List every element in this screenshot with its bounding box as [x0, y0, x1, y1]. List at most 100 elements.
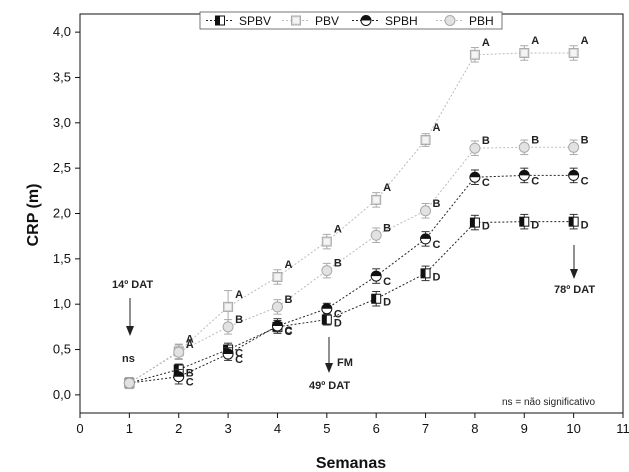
x-axis-title: Semanas [316, 455, 386, 472]
data-point [469, 171, 481, 183]
marker-circle-fill [420, 233, 431, 239]
significance-letter: D [334, 318, 342, 330]
data-point [420, 233, 432, 245]
y-tick-label: 1,0 [53, 296, 71, 311]
marker-circle-fill [568, 170, 579, 176]
marker-square-fill [421, 268, 426, 278]
data-point [469, 142, 481, 154]
marker-circle-fill [173, 371, 184, 377]
data-point [173, 371, 185, 383]
significance-letter: D [383, 297, 391, 309]
data-point [223, 301, 234, 312]
significance-letter: C [581, 175, 589, 187]
x-tick-label: 2 [175, 421, 182, 436]
marker-circle-fill [371, 271, 382, 277]
y-tick-label: 0,5 [53, 342, 71, 357]
legend-label: SPBH [385, 14, 418, 28]
data-point [420, 135, 431, 146]
significance-letter: B [482, 135, 490, 147]
marker-square-fill [225, 303, 232, 310]
x-tick-label: 4 [274, 421, 281, 436]
data-point [321, 265, 333, 277]
y-tick-label: 2,0 [53, 206, 71, 221]
marker-square-fill [471, 51, 478, 58]
data-point [420, 205, 432, 217]
y-tick-label: 4,0 [53, 24, 71, 39]
significance-letter: A [531, 35, 539, 47]
data-point [568, 169, 580, 181]
marker-square-fill [293, 17, 299, 24]
ns-note: ns = não significativo [502, 397, 596, 408]
marker-circle-fill [223, 349, 234, 355]
data-point [519, 216, 530, 227]
significance-letter: B [186, 367, 194, 379]
data-point [272, 271, 283, 282]
annotation-78-dat: 78º DAT [554, 284, 595, 296]
x-tick-label: 8 [471, 421, 478, 436]
arrow-14-dat-head [126, 326, 134, 336]
y-axis-title: CRP (m) [25, 184, 42, 247]
significance-letter: D [482, 221, 490, 233]
significance-letter: A [186, 339, 194, 351]
annotation-14-dat: 14º DAT [112, 279, 153, 291]
significance-letter: C [383, 276, 391, 288]
significance-letter: D [581, 220, 589, 232]
plot-area-frame [79, 13, 624, 414]
legend-marker [360, 15, 372, 26]
data-point [271, 301, 283, 313]
legend-marker [444, 15, 456, 26]
x-tick-label: 0 [76, 421, 83, 436]
marker-square-fill [470, 218, 475, 228]
legend-item-pbh: PBH [436, 14, 494, 28]
annotation-49-dat: 49º DAT [309, 380, 350, 392]
data-point [519, 47, 530, 58]
significance-letter: B [284, 294, 292, 306]
marker-square-fill [521, 49, 528, 56]
data-point [370, 229, 382, 241]
data-point [371, 293, 382, 304]
data-point [371, 194, 382, 205]
data-point [568, 47, 579, 58]
legend-label: PBV [315, 14, 339, 28]
significance-letter: A [383, 182, 391, 194]
x-tick-label: 5 [323, 421, 330, 436]
marker-circle-outline [420, 205, 432, 217]
significance-letter: B [334, 258, 342, 270]
marker-square-fill [215, 16, 220, 25]
marker-circle-outline [370, 229, 382, 241]
data-point [321, 236, 332, 247]
legend-box [199, 11, 503, 30]
significance-letter: C [531, 175, 539, 187]
y-tick-label: 3,5 [53, 69, 71, 84]
legend-label: SPBV [239, 14, 271, 28]
marker-square-fill [322, 315, 327, 325]
significance-letter: A [334, 224, 342, 236]
data-point [222, 321, 234, 333]
marker-square-fill [323, 238, 330, 245]
legend-item-spbv: SPBV [206, 14, 271, 28]
marker-square-fill [274, 273, 281, 280]
data-point [123, 377, 135, 389]
x-tick-label: 1 [126, 421, 133, 436]
marker-circle-outline [469, 142, 481, 154]
marker-circle-outline [123, 377, 135, 389]
x-tick-label: 3 [224, 421, 231, 436]
marker-circle-fill [321, 303, 332, 309]
y-tick-label: 2,5 [53, 160, 71, 175]
significance-letter: B [531, 134, 539, 146]
series-line [129, 221, 574, 384]
significance-letter: A [284, 259, 292, 271]
significance-letter: C [235, 354, 243, 366]
annotation-layer: ns 14º DAT FM 49º DAT 78º DAT ns = não s… [112, 245, 596, 408]
significance-letter: B [235, 314, 243, 326]
data-point [568, 216, 579, 227]
significance-letter: A [581, 35, 589, 47]
significance-letter: C [482, 177, 490, 189]
marker-circle-fill [469, 172, 480, 178]
significance-letter: B [383, 222, 391, 234]
ns-label: ns [122, 353, 135, 365]
